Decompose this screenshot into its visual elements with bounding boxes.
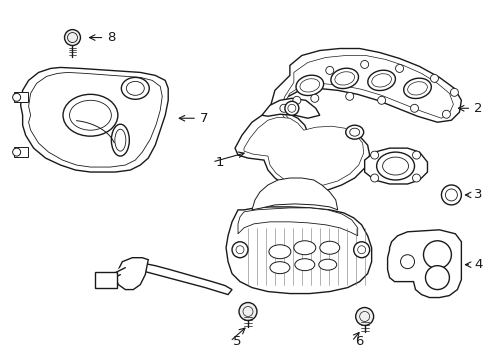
Ellipse shape — [299, 79, 319, 92]
Circle shape — [67, 32, 77, 42]
Circle shape — [370, 151, 378, 159]
Circle shape — [377, 96, 385, 104]
Polygon shape — [225, 207, 371, 293]
Polygon shape — [251, 178, 337, 210]
Circle shape — [410, 104, 418, 112]
Circle shape — [425, 266, 448, 289]
Circle shape — [310, 94, 318, 102]
Ellipse shape — [111, 124, 129, 156]
Polygon shape — [269, 49, 461, 130]
Circle shape — [445, 189, 456, 201]
Ellipse shape — [319, 241, 339, 254]
Circle shape — [285, 101, 298, 115]
Ellipse shape — [126, 81, 144, 95]
Circle shape — [360, 60, 368, 68]
Bar — [14, 147, 27, 157]
Circle shape — [64, 30, 81, 45]
Ellipse shape — [330, 68, 358, 89]
Text: 3: 3 — [473, 188, 482, 202]
Polygon shape — [244, 117, 363, 187]
Text: 1: 1 — [215, 156, 223, 168]
Circle shape — [287, 104, 295, 112]
Circle shape — [442, 110, 449, 118]
Ellipse shape — [407, 82, 427, 95]
Polygon shape — [262, 98, 319, 118]
Ellipse shape — [349, 128, 359, 136]
Circle shape — [13, 93, 20, 101]
Polygon shape — [20, 67, 168, 172]
Circle shape — [236, 246, 244, 254]
Ellipse shape — [318, 259, 336, 270]
Circle shape — [13, 148, 20, 156]
Circle shape — [355, 307, 373, 325]
Circle shape — [400, 255, 414, 269]
Ellipse shape — [382, 157, 407, 175]
Ellipse shape — [121, 77, 149, 99]
Circle shape — [292, 96, 300, 104]
Ellipse shape — [371, 74, 391, 87]
Circle shape — [353, 242, 369, 258]
Circle shape — [279, 104, 287, 112]
Ellipse shape — [295, 75, 323, 95]
Polygon shape — [125, 262, 232, 294]
Ellipse shape — [334, 72, 354, 85]
Text: 7: 7 — [200, 112, 208, 125]
Ellipse shape — [269, 262, 289, 274]
Ellipse shape — [376, 152, 414, 180]
Ellipse shape — [69, 100, 111, 130]
Text: 6: 6 — [354, 335, 362, 348]
Circle shape — [325, 67, 333, 75]
Circle shape — [395, 64, 403, 72]
Text: 8: 8 — [107, 31, 116, 44]
Circle shape — [370, 174, 378, 182]
Circle shape — [412, 151, 420, 159]
Circle shape — [359, 311, 369, 321]
Text: 4: 4 — [473, 258, 482, 271]
Ellipse shape — [367, 70, 395, 91]
Circle shape — [357, 246, 365, 254]
Circle shape — [412, 174, 420, 182]
Ellipse shape — [293, 241, 315, 255]
Ellipse shape — [403, 78, 430, 99]
Bar — [95, 272, 117, 288]
Polygon shape — [387, 230, 461, 298]
Polygon shape — [115, 258, 148, 289]
Ellipse shape — [268, 245, 290, 259]
Circle shape — [449, 88, 457, 96]
Ellipse shape — [294, 259, 314, 271]
Bar — [14, 92, 27, 102]
Polygon shape — [29, 72, 162, 167]
Ellipse shape — [345, 125, 363, 139]
Ellipse shape — [63, 94, 118, 136]
Circle shape — [345, 92, 353, 100]
Circle shape — [243, 306, 252, 316]
Text: 2: 2 — [473, 102, 482, 115]
Polygon shape — [279, 55, 452, 122]
Polygon shape — [364, 148, 427, 184]
Circle shape — [429, 75, 438, 82]
Ellipse shape — [115, 129, 125, 151]
Polygon shape — [238, 208, 357, 236]
Circle shape — [423, 241, 450, 269]
Circle shape — [239, 302, 256, 320]
Text: 5: 5 — [233, 335, 241, 348]
Polygon shape — [235, 112, 369, 192]
Circle shape — [441, 185, 461, 205]
Circle shape — [232, 242, 247, 258]
